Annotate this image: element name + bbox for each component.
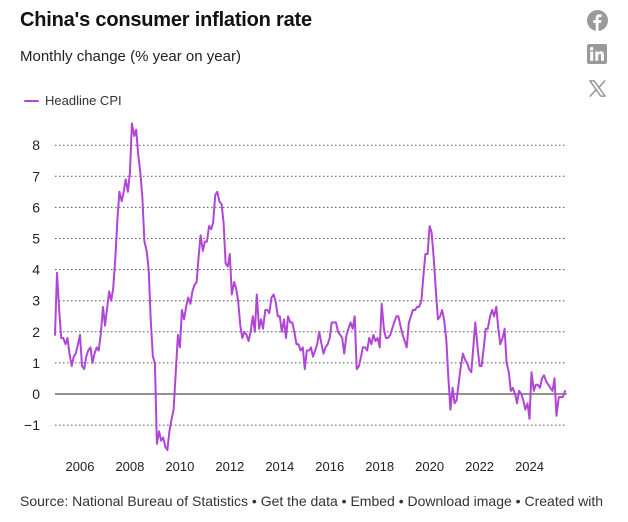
footer: Source: National Bureau of Statistics • …	[20, 493, 603, 509]
created-with-link[interactable]: Created with	[524, 493, 604, 509]
y-tick-label: 6	[32, 199, 40, 215]
x-tick-label: 2010	[165, 459, 194, 474]
linkedin-share-button[interactable]	[585, 42, 609, 66]
x-share-button[interactable]	[585, 76, 609, 100]
separator: •	[248, 493, 261, 509]
x-tick-label: 2008	[115, 459, 144, 474]
y-tick-label: −1	[24, 417, 40, 433]
embed-link[interactable]: Embed	[350, 493, 395, 509]
x-tick-label: 2020	[415, 459, 444, 474]
x-tick-label: 2016	[315, 459, 344, 474]
series-line-headline-cpi	[54, 122, 566, 451]
legend-label: Headline CPI	[45, 93, 122, 108]
chart-title: China's consumer inflation rate	[20, 9, 312, 31]
y-tick-label: 0	[32, 386, 40, 402]
facebook-share-button[interactable]	[585, 8, 609, 32]
x-tick-label: 2018	[365, 459, 394, 474]
line-chart: −1 0 1 2 3 4 5 6 7 8 2006 2008 2010 2012 2014 2016 2018…	[24, 122, 567, 474]
separator: •	[337, 493, 351, 509]
x-tick-label: 2012	[215, 459, 244, 474]
y-tick-label: 1	[32, 355, 40, 371]
separator: •	[511, 493, 525, 509]
download-image-link[interactable]: Download image	[407, 493, 512, 509]
linkedin-icon	[587, 44, 607, 64]
x-icon	[588, 79, 606, 97]
y-tick-label: 2	[32, 324, 40, 340]
x-tick-label: 2014	[265, 459, 294, 474]
chart-subtitle: Monthly change (% year on year)	[20, 48, 241, 65]
source-text: Source: National Bureau of Statistics	[20, 493, 249, 509]
y-tick-label: 5	[32, 231, 40, 247]
separator: •	[394, 493, 408, 509]
x-tick-label: 2024	[515, 459, 544, 474]
y-tick-label: 3	[32, 293, 40, 309]
x-tick-label: 2022	[465, 459, 494, 474]
y-tick-label: 8	[32, 137, 40, 153]
chart-legend: Headline CPI	[24, 93, 122, 108]
get-data-link[interactable]: Get the data	[260, 493, 338, 509]
x-tick-label: 2006	[66, 459, 95, 474]
y-tick-label: 7	[32, 168, 40, 184]
facebook-icon	[586, 9, 608, 31]
y-tick-label: 4	[32, 262, 40, 278]
legend-swatch	[24, 99, 39, 102]
